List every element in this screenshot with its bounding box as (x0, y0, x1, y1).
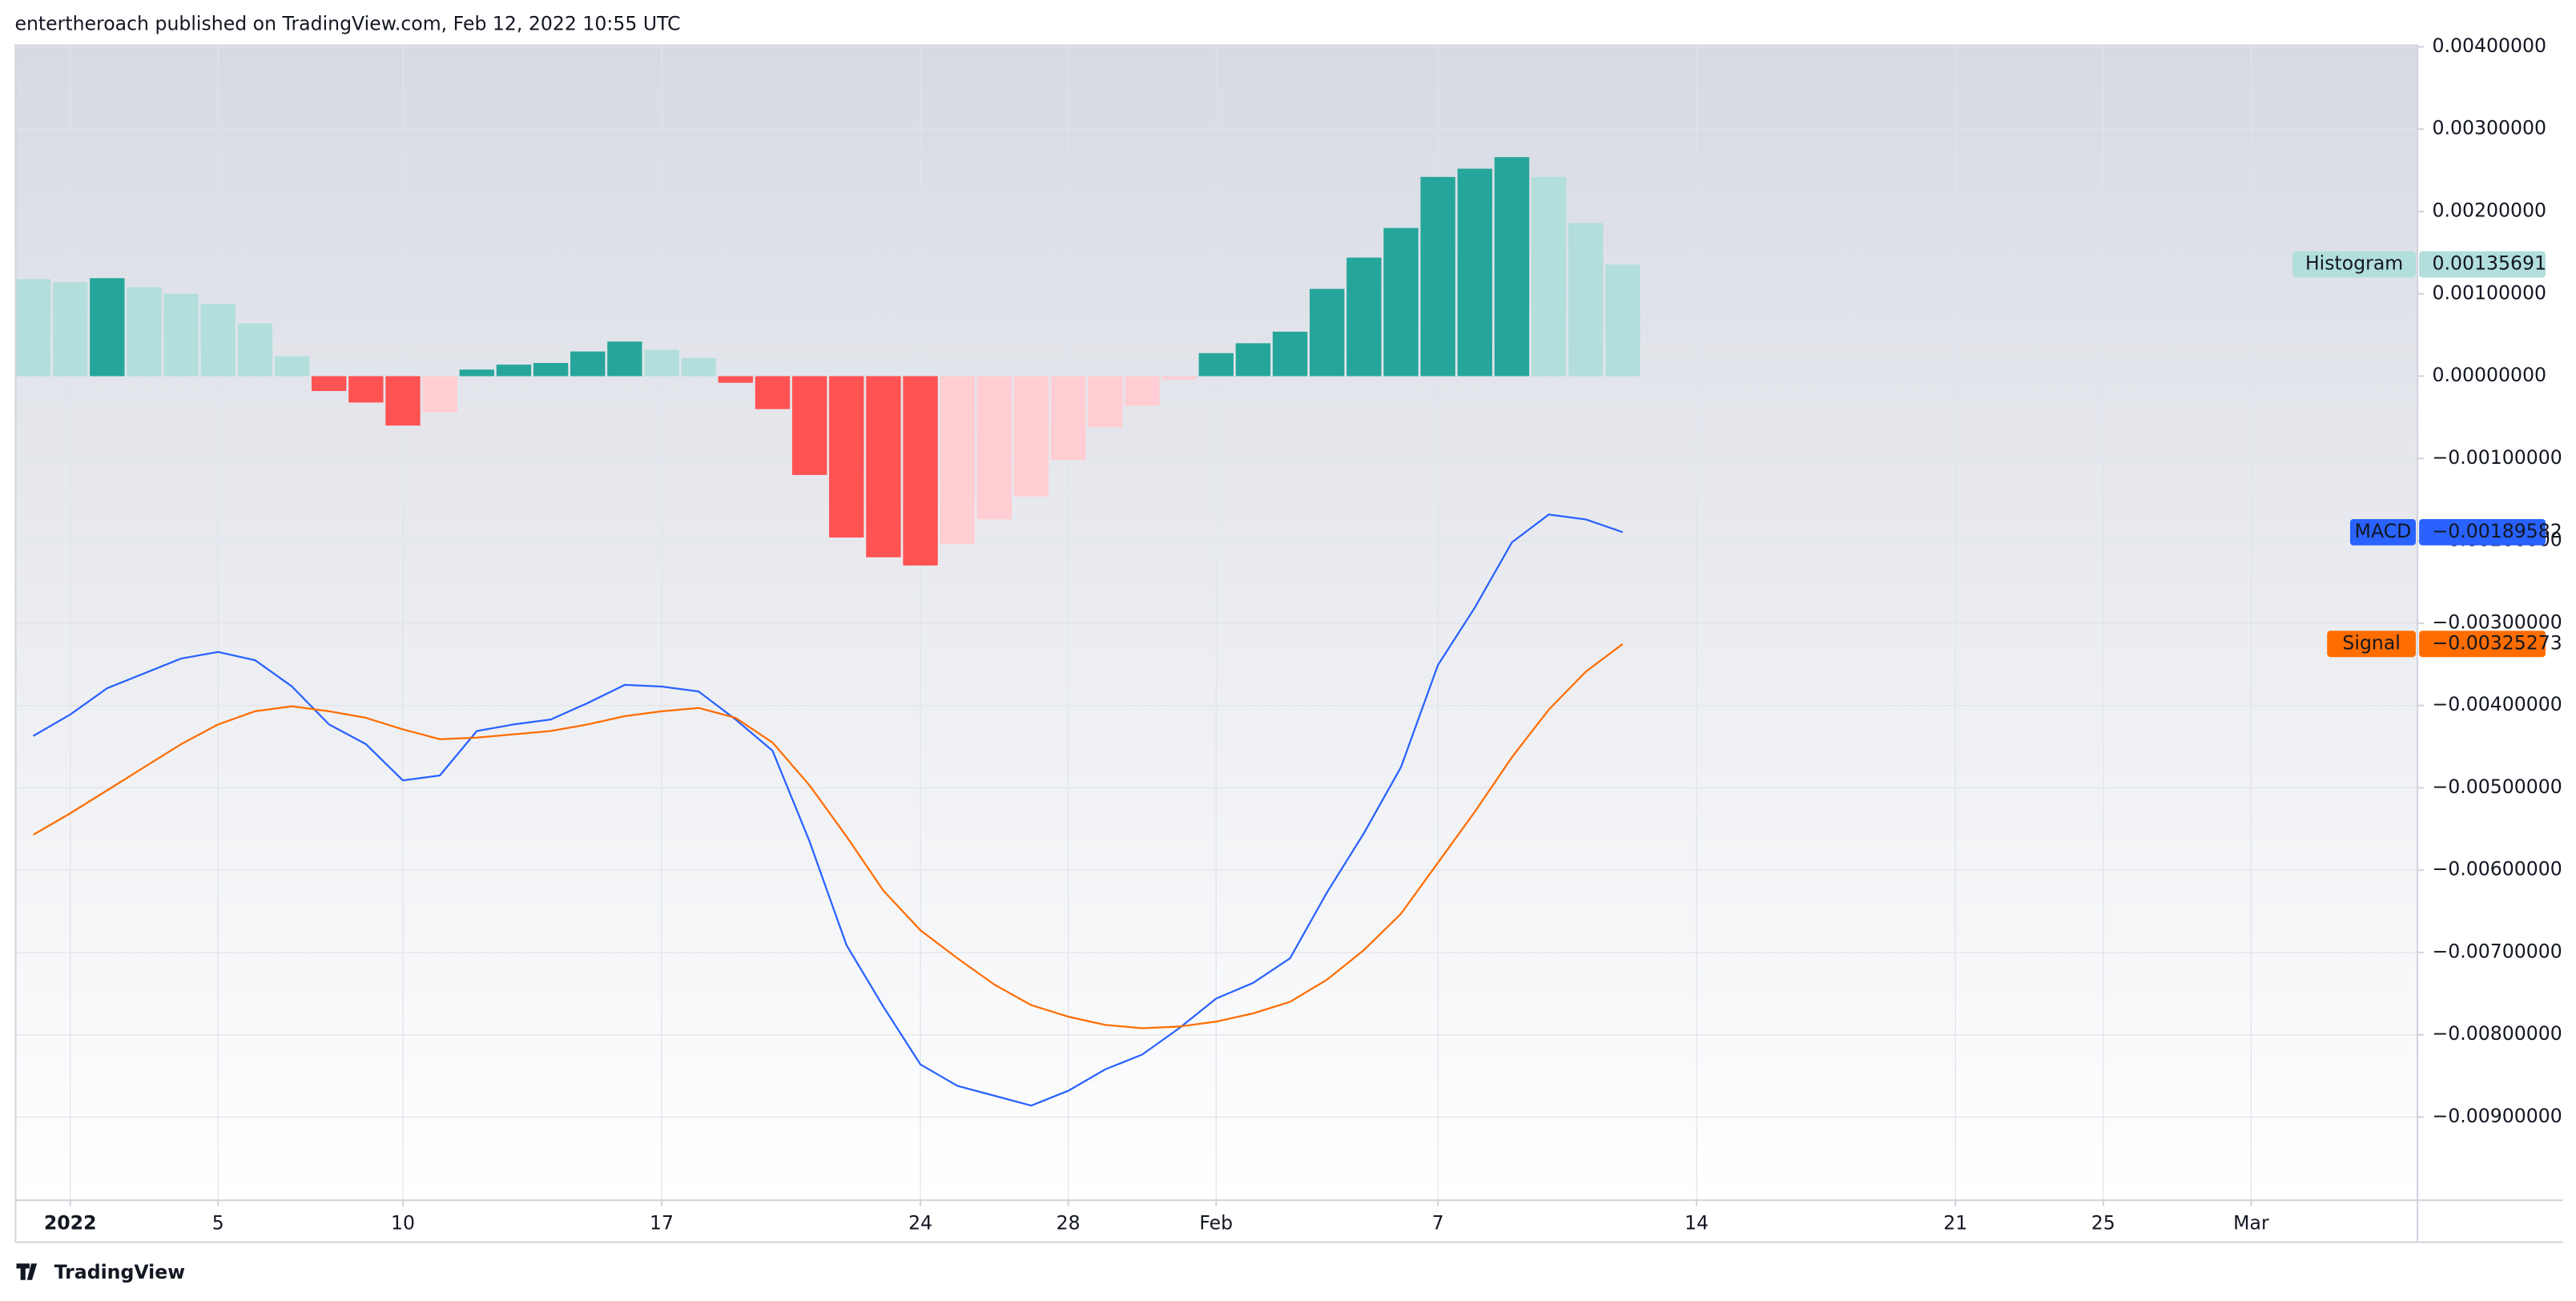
histogram-bar (459, 369, 494, 377)
badge-name-bg (2327, 630, 2417, 658)
x-tick-label: Mar (2233, 1212, 2269, 1235)
histogram-bar (1531, 176, 1567, 377)
histogram-bar (976, 376, 1012, 520)
histogram-bar (496, 365, 532, 377)
badge-value: −0.00189582 (2433, 520, 2562, 542)
histogram-bar (422, 376, 457, 413)
histogram-bar (866, 376, 901, 558)
histogram-bar (348, 376, 384, 403)
histogram-bar (1161, 376, 1197, 380)
grid (14, 44, 2418, 1200)
x-tick-label: 28 (1057, 1212, 1081, 1235)
y-tick-label: −0.00100000 (2433, 446, 2562, 469)
histogram-bar (1235, 343, 1271, 377)
x-tick-label: 7 (1432, 1212, 1444, 1235)
y-tick-label: −0.00600000 (2433, 858, 2562, 880)
marks (15, 157, 1640, 1107)
histogram-bar (1088, 376, 1123, 428)
x-tick-label: Feb (1199, 1212, 1233, 1235)
histogram-bar (1605, 264, 1640, 377)
logo: TradingView (16, 1261, 185, 1283)
histogram-bar (1568, 223, 1604, 377)
histogram-bar (718, 376, 754, 383)
labels: 0.00400000 0.00300000 0.00200000 0.00100000… (44, 34, 2562, 1235)
badge-value: 0.00135691 (2433, 252, 2547, 275)
y-tick-label: 0.00400000 (2433, 34, 2547, 57)
histogram-bar (1013, 376, 1049, 497)
x-tick-label: 21 (1943, 1212, 1967, 1235)
histogram-bar (274, 356, 310, 377)
histogram-bar (1198, 352, 1234, 377)
histogram-bar (237, 323, 273, 377)
y-tick-label: 0.00100000 (2433, 281, 2547, 304)
y-tick-label: −0.00300000 (2433, 610, 2562, 633)
y-tick-label: −0.00800000 (2433, 1022, 2562, 1045)
histogram-bar (1272, 332, 1308, 377)
y-tick-label: −0.00500000 (2433, 775, 2562, 798)
histogram-bar (1383, 228, 1419, 377)
histogram-bar (791, 376, 827, 475)
badge-name: Signal (2342, 631, 2400, 654)
histogram-bar (1457, 168, 1492, 377)
badge-name: MACD (2355, 520, 2412, 542)
x-tick-label: 10 (391, 1212, 415, 1235)
y-tick-label: −0.00400000 (2433, 693, 2562, 715)
histogram-bar (90, 278, 125, 377)
badge-name-bg (2349, 518, 2417, 546)
y-tick-label: −0.00900000 (2433, 1105, 2562, 1127)
badge-value-bg (2419, 251, 2546, 278)
histogram-bar (1420, 176, 1455, 377)
histogram-bar (607, 341, 642, 377)
histogram-bar (200, 304, 235, 377)
line-macd (32, 514, 1624, 1107)
x-tick-label: 25 (2091, 1212, 2115, 1235)
histogram-bar (1125, 376, 1160, 406)
histogram-bar (1310, 288, 1345, 377)
histogram-bar (533, 363, 569, 377)
histogram-bar (570, 351, 606, 377)
histogram-bar (940, 376, 975, 545)
x-tick-label: 5 (212, 1212, 224, 1235)
badge-name: Histogram (2305, 252, 2403, 275)
y-tick-label: 0.00200000 (2433, 199, 2547, 222)
x-tick-label: 24 (908, 1212, 932, 1235)
x-tick-label: 14 (1684, 1212, 1709, 1235)
badge-value-bg (2419, 630, 2546, 658)
histogram-bar (15, 279, 51, 377)
histogram-bar (312, 376, 347, 392)
histogram-bar (163, 293, 199, 377)
histogram-bar (52, 282, 88, 377)
histogram-bar (385, 376, 421, 426)
attribution: entertheroach published on TradingView.c… (14, 12, 680, 34)
histogram-bar (127, 287, 162, 377)
histogram-bar (755, 376, 791, 409)
line-signal (32, 642, 1624, 1029)
x-tick-label: 2022 (44, 1212, 97, 1235)
histogram-bar (1346, 257, 1382, 377)
brand: TradingView (54, 1261, 185, 1283)
badge-value: −0.00325273 (2433, 631, 2562, 654)
histogram-bar (1050, 376, 1086, 461)
x-tick-label: 17 (650, 1212, 674, 1235)
histogram-bar (829, 376, 864, 538)
logo-icon (16, 1263, 38, 1280)
histogram-bar (903, 376, 938, 566)
y-tick-label: −0.00700000 (2433, 940, 2562, 962)
y-tick-label: 0.00000000 (2433, 364, 2547, 386)
badge-value-bg (2419, 518, 2546, 546)
histogram-bar (1494, 157, 1530, 377)
y-tick-label: 0.00300000 (2433, 117, 2547, 139)
histogram-bar (644, 349, 679, 377)
histogram-bar (681, 357, 716, 377)
badge-name-bg (2292, 251, 2417, 278)
